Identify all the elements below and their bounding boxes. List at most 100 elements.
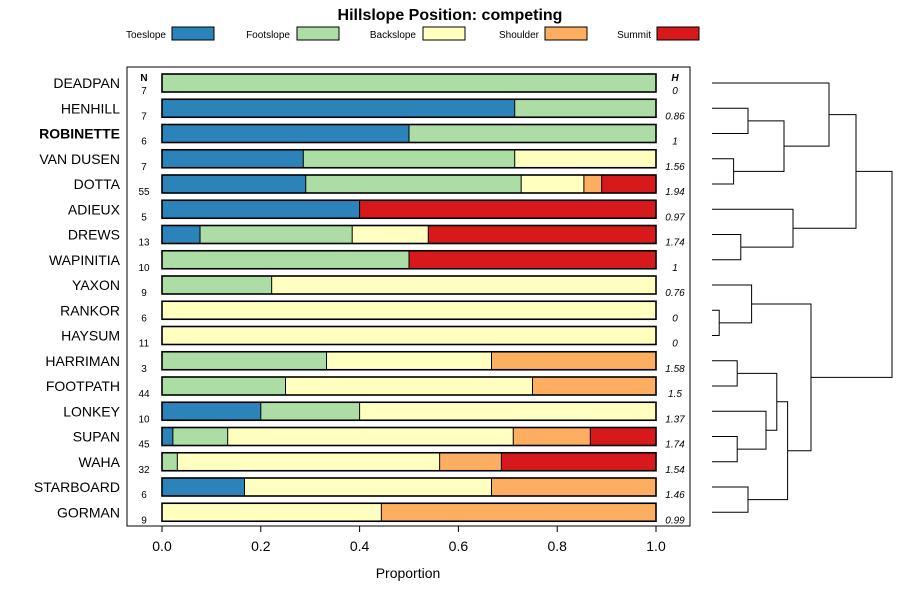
n-header: N: [140, 73, 147, 84]
dendrogram-branch: [712, 309, 720, 336]
dendrogram-branch: [712, 410, 767, 450]
bar-segment: [200, 225, 353, 244]
dendrogram-branch: [712, 360, 738, 387]
n-value: 6: [141, 137, 147, 148]
h-value: 1.54: [665, 465, 685, 476]
chart-title: Hillslope Position: competing: [338, 7, 563, 24]
row-label: DOTTA: [74, 176, 121, 192]
dendrogram-branch: [712, 107, 749, 134]
bar-segment: [601, 175, 656, 193]
plot-panel: [126, 66, 691, 527]
bar-segment: [162, 377, 286, 395]
n-value: 55: [138, 187, 150, 198]
bar-outline: [161, 325, 657, 346]
row-label: STARBOARD: [34, 479, 120, 495]
bar-segment: [491, 478, 656, 496]
x-tick-label: 0.0: [152, 538, 172, 554]
bar-segment: [227, 427, 514, 446]
bar-outline: [161, 98, 657, 119]
row-label: FOOTPATH: [46, 378, 120, 394]
bar-segment: [162, 276, 272, 294]
x-tick-label: 0.8: [547, 538, 567, 554]
n-value: 32: [138, 465, 150, 476]
bar-segment: [409, 250, 656, 269]
h-value: 1: [672, 263, 678, 274]
bar-segment: [428, 225, 656, 244]
n-value: 7: [141, 162, 147, 173]
bar-outline: [161, 350, 657, 371]
bar-outline: [161, 224, 657, 245]
h-value: 0.97: [665, 212, 685, 223]
legend-label: Shoulder: [499, 30, 540, 41]
n-value: 6: [141, 490, 147, 501]
row-label: HARRIMAN: [45, 353, 120, 369]
bar-segment: [409, 124, 656, 143]
bar-segment: [352, 225, 429, 244]
bar-segment: [162, 99, 515, 118]
bar-segment: [501, 452, 656, 471]
bar-segment: [162, 503, 382, 522]
bar-segment: [177, 452, 440, 471]
bar-segment: [260, 402, 360, 421]
bar-segment: [162, 351, 327, 370]
legend-label: Footslope: [246, 30, 290, 41]
h-value: 1.58: [665, 364, 685, 375]
bar-segment: [162, 452, 178, 471]
bar-segment: [162, 225, 201, 244]
x-tick-label: 0.4: [350, 538, 370, 554]
bar-segment: [514, 149, 656, 168]
x-tick-label: 0.2: [251, 538, 271, 554]
h-value: 1.74: [665, 238, 685, 249]
legend-swatch: [296, 26, 340, 41]
bar-segment: [162, 326, 656, 345]
row-label: ROBINETTE: [39, 126, 120, 142]
legend-swatch: [422, 26, 466, 41]
n-value: 45: [138, 440, 150, 451]
n-value: 5: [141, 212, 147, 223]
dendrogram-branch: [712, 158, 735, 185]
bar-outline: [161, 174, 657, 194]
n-value: 44: [138, 389, 150, 400]
bar-segment: [162, 250, 409, 269]
h-value: 1: [672, 137, 678, 148]
n-value: 10: [138, 263, 150, 274]
bar-outline: [161, 451, 657, 472]
bar-segment: [583, 175, 602, 193]
bar-segment: [303, 149, 515, 168]
x-tick-label: 1.0: [646, 538, 666, 554]
row-label: HAYSUM: [61, 328, 120, 344]
row-label: SUPAN: [73, 429, 120, 445]
h-value: 1.46: [665, 490, 685, 501]
bar-outline: [161, 477, 657, 497]
n-value: 10: [138, 414, 150, 425]
h-value: 0: [672, 313, 678, 324]
row-label: HENHILL: [61, 100, 120, 116]
row-label: WAPINITIA: [49, 252, 121, 268]
dendrogram-branch: [712, 234, 742, 261]
bar-segment: [162, 301, 656, 320]
dendrogram-branch: [793, 114, 857, 229]
bar-segment: [244, 478, 492, 496]
bar-segment: [514, 99, 656, 118]
x-tick-label: 0.6: [449, 538, 469, 554]
legend-label: Backslope: [370, 30, 417, 41]
row-label: RANKOR: [60, 302, 120, 318]
bar-segment: [521, 175, 584, 193]
row-label: DEADPAN: [53, 75, 120, 91]
row-label: LONKEY: [63, 403, 120, 419]
dendrogram-branch: [733, 120, 785, 172]
bar-segment: [359, 200, 656, 219]
dendrogram-branch: [712, 486, 749, 513]
bar-segment: [162, 124, 409, 143]
bar-outline: [161, 275, 657, 295]
legend: Toeslope Footslope Backslope Shoulder Summit: [126, 26, 700, 41]
bar-segment: [359, 402, 656, 421]
x-axis-label: Proportion: [376, 565, 441, 581]
n-value: 13: [138, 238, 150, 249]
row-label: VAN DUSEN: [39, 151, 120, 167]
h-value: 1.5: [668, 389, 682, 400]
n-value: 6: [141, 313, 147, 324]
bar-segment: [381, 503, 656, 522]
h-value: 1.74: [665, 440, 685, 451]
h-value: 1.56: [665, 162, 685, 173]
